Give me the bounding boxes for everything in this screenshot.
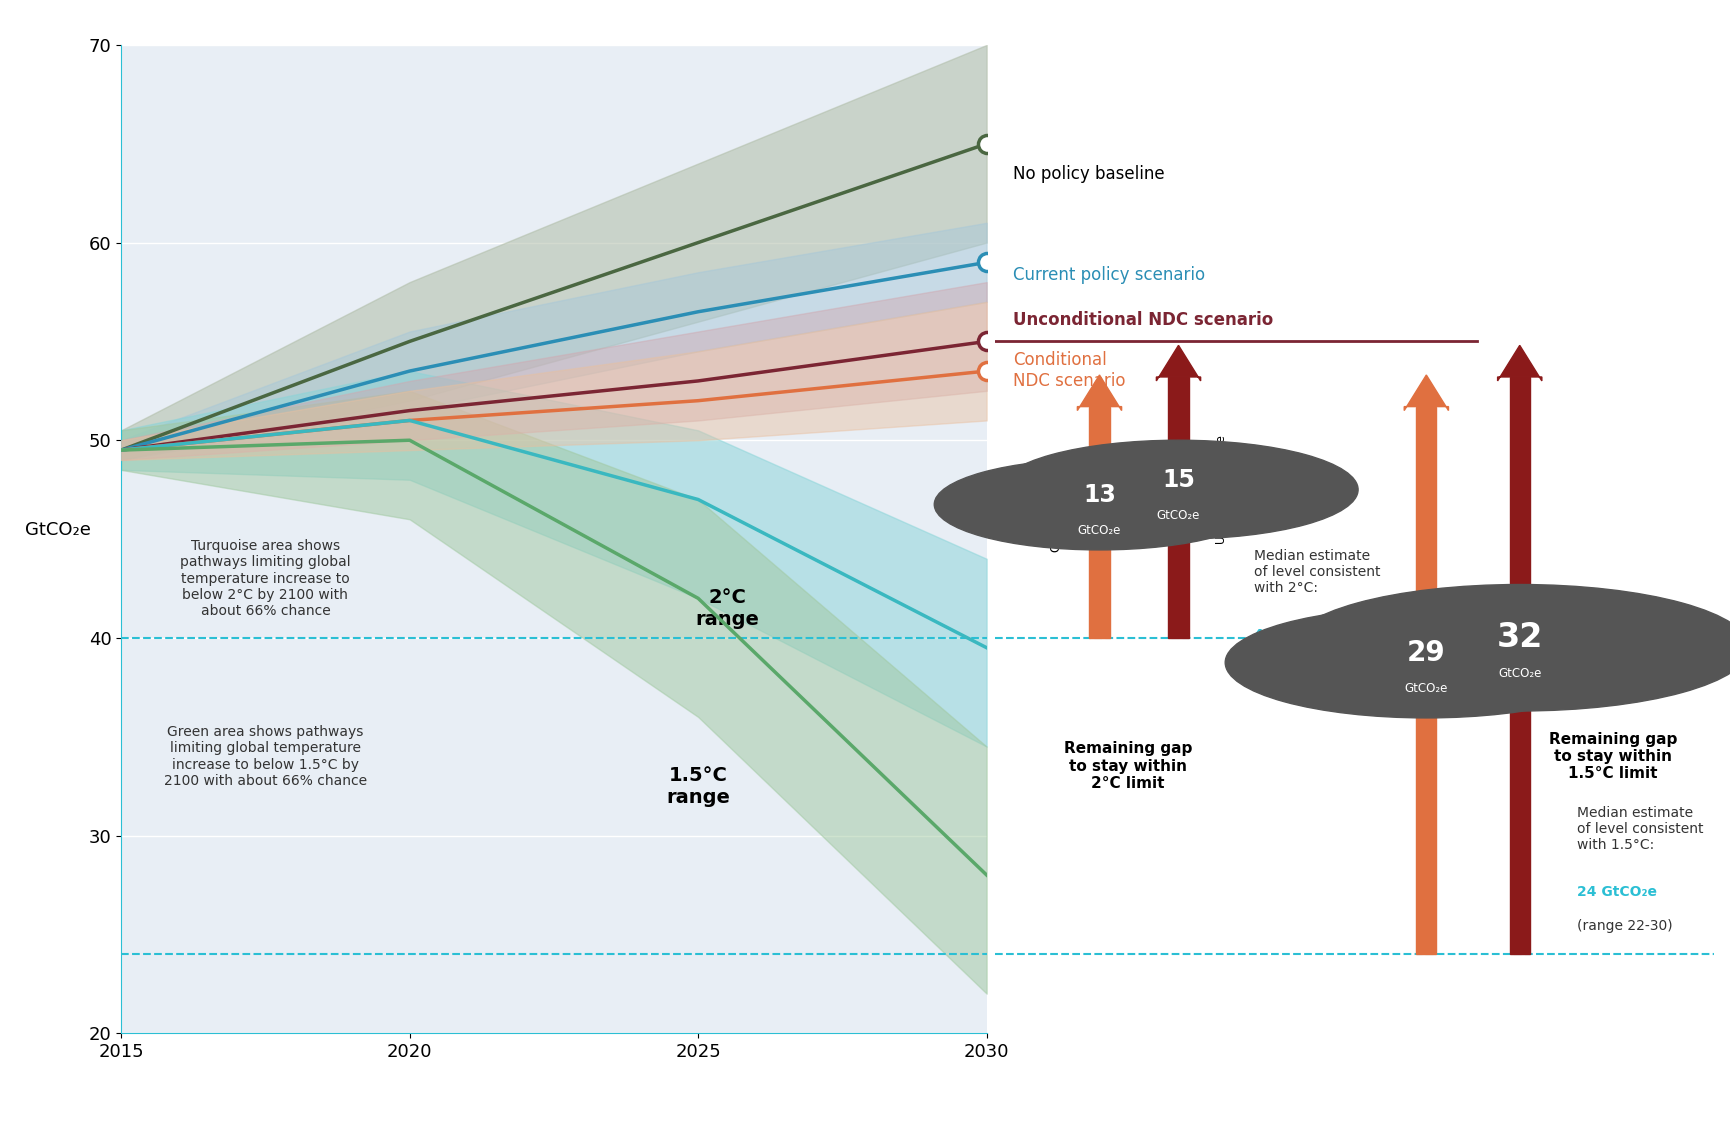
Text: GtCO₂e: GtCO₂e [1156, 509, 1199, 522]
FancyArrow shape [1403, 375, 1448, 411]
Text: Median estimate
of level consistent
with 1.5°C:: Median estimate of level consistent with… [1576, 806, 1702, 852]
Circle shape [1225, 608, 1626, 718]
Text: Unconditional NDC scenario: Unconditional NDC scenario [1012, 311, 1272, 329]
Text: Remaining gap
to stay within
2°C limit: Remaining gap to stay within 2°C limit [1064, 741, 1192, 792]
Bar [1168, 377, 1189, 638]
Text: Uncond. NDC case: Uncond. NDC case [1214, 436, 1227, 544]
Text: GtCO₂e: GtCO₂e [1403, 682, 1448, 695]
FancyArrow shape [1156, 346, 1201, 381]
Text: 1.5°C
range: 1.5°C range [666, 766, 730, 806]
Text: 40 GtCO₂e: 40 GtCO₂e [1253, 628, 1334, 642]
Text: (range 38-45): (range 38-45) [1253, 661, 1349, 676]
Circle shape [998, 440, 1358, 539]
FancyArrow shape [1076, 375, 1121, 411]
Text: 13: 13 [1083, 483, 1116, 506]
Bar [1088, 407, 1109, 638]
Text: No policy baseline: No policy baseline [1012, 165, 1164, 183]
Circle shape [1289, 584, 1730, 711]
Text: 2°C
range: 2°C range [695, 587, 758, 629]
Text: (range 22-30): (range 22-30) [1576, 919, 1671, 932]
Text: Current policy scenario: Current policy scenario [1012, 266, 1204, 284]
Text: Median estimate
of level consistent
with 2°C:: Median estimate of level consistent with… [1253, 549, 1379, 595]
Circle shape [934, 459, 1265, 550]
Text: Cond. NDC case: Cond. NDC case [1372, 615, 1386, 710]
Text: Uncond. NDC case: Uncond. NDC case [1562, 593, 1576, 702]
Text: 15: 15 [1161, 468, 1194, 492]
Text: Remaining gap
to stay within
1.5°C limit: Remaining gap to stay within 1.5°C limit [1548, 731, 1676, 782]
Text: Conditional
NDC scenario: Conditional NDC scenario [1012, 351, 1124, 390]
Text: GtCO₂e: GtCO₂e [1078, 523, 1121, 537]
Text: Cond. NDC case: Cond. NDC case [1050, 457, 1062, 551]
Y-axis label: GtCO₂e: GtCO₂e [26, 521, 92, 539]
FancyArrow shape [1496, 346, 1541, 381]
Text: 24 GtCO₂e: 24 GtCO₂e [1576, 885, 1656, 898]
Text: Turquoise area shows
pathways limiting global
temperature increase to
below 2°C : Turquoise area shows pathways limiting g… [180, 539, 351, 618]
Text: 32: 32 [1496, 621, 1541, 655]
Bar [1415, 407, 1436, 955]
Bar [1509, 377, 1529, 955]
Text: Green area shows pathways
limiting global temperature
increase to below 1.5°C by: Green area shows pathways limiting globa… [164, 725, 367, 787]
Text: 29: 29 [1406, 639, 1445, 667]
Text: GtCO₂e: GtCO₂e [1496, 667, 1540, 679]
